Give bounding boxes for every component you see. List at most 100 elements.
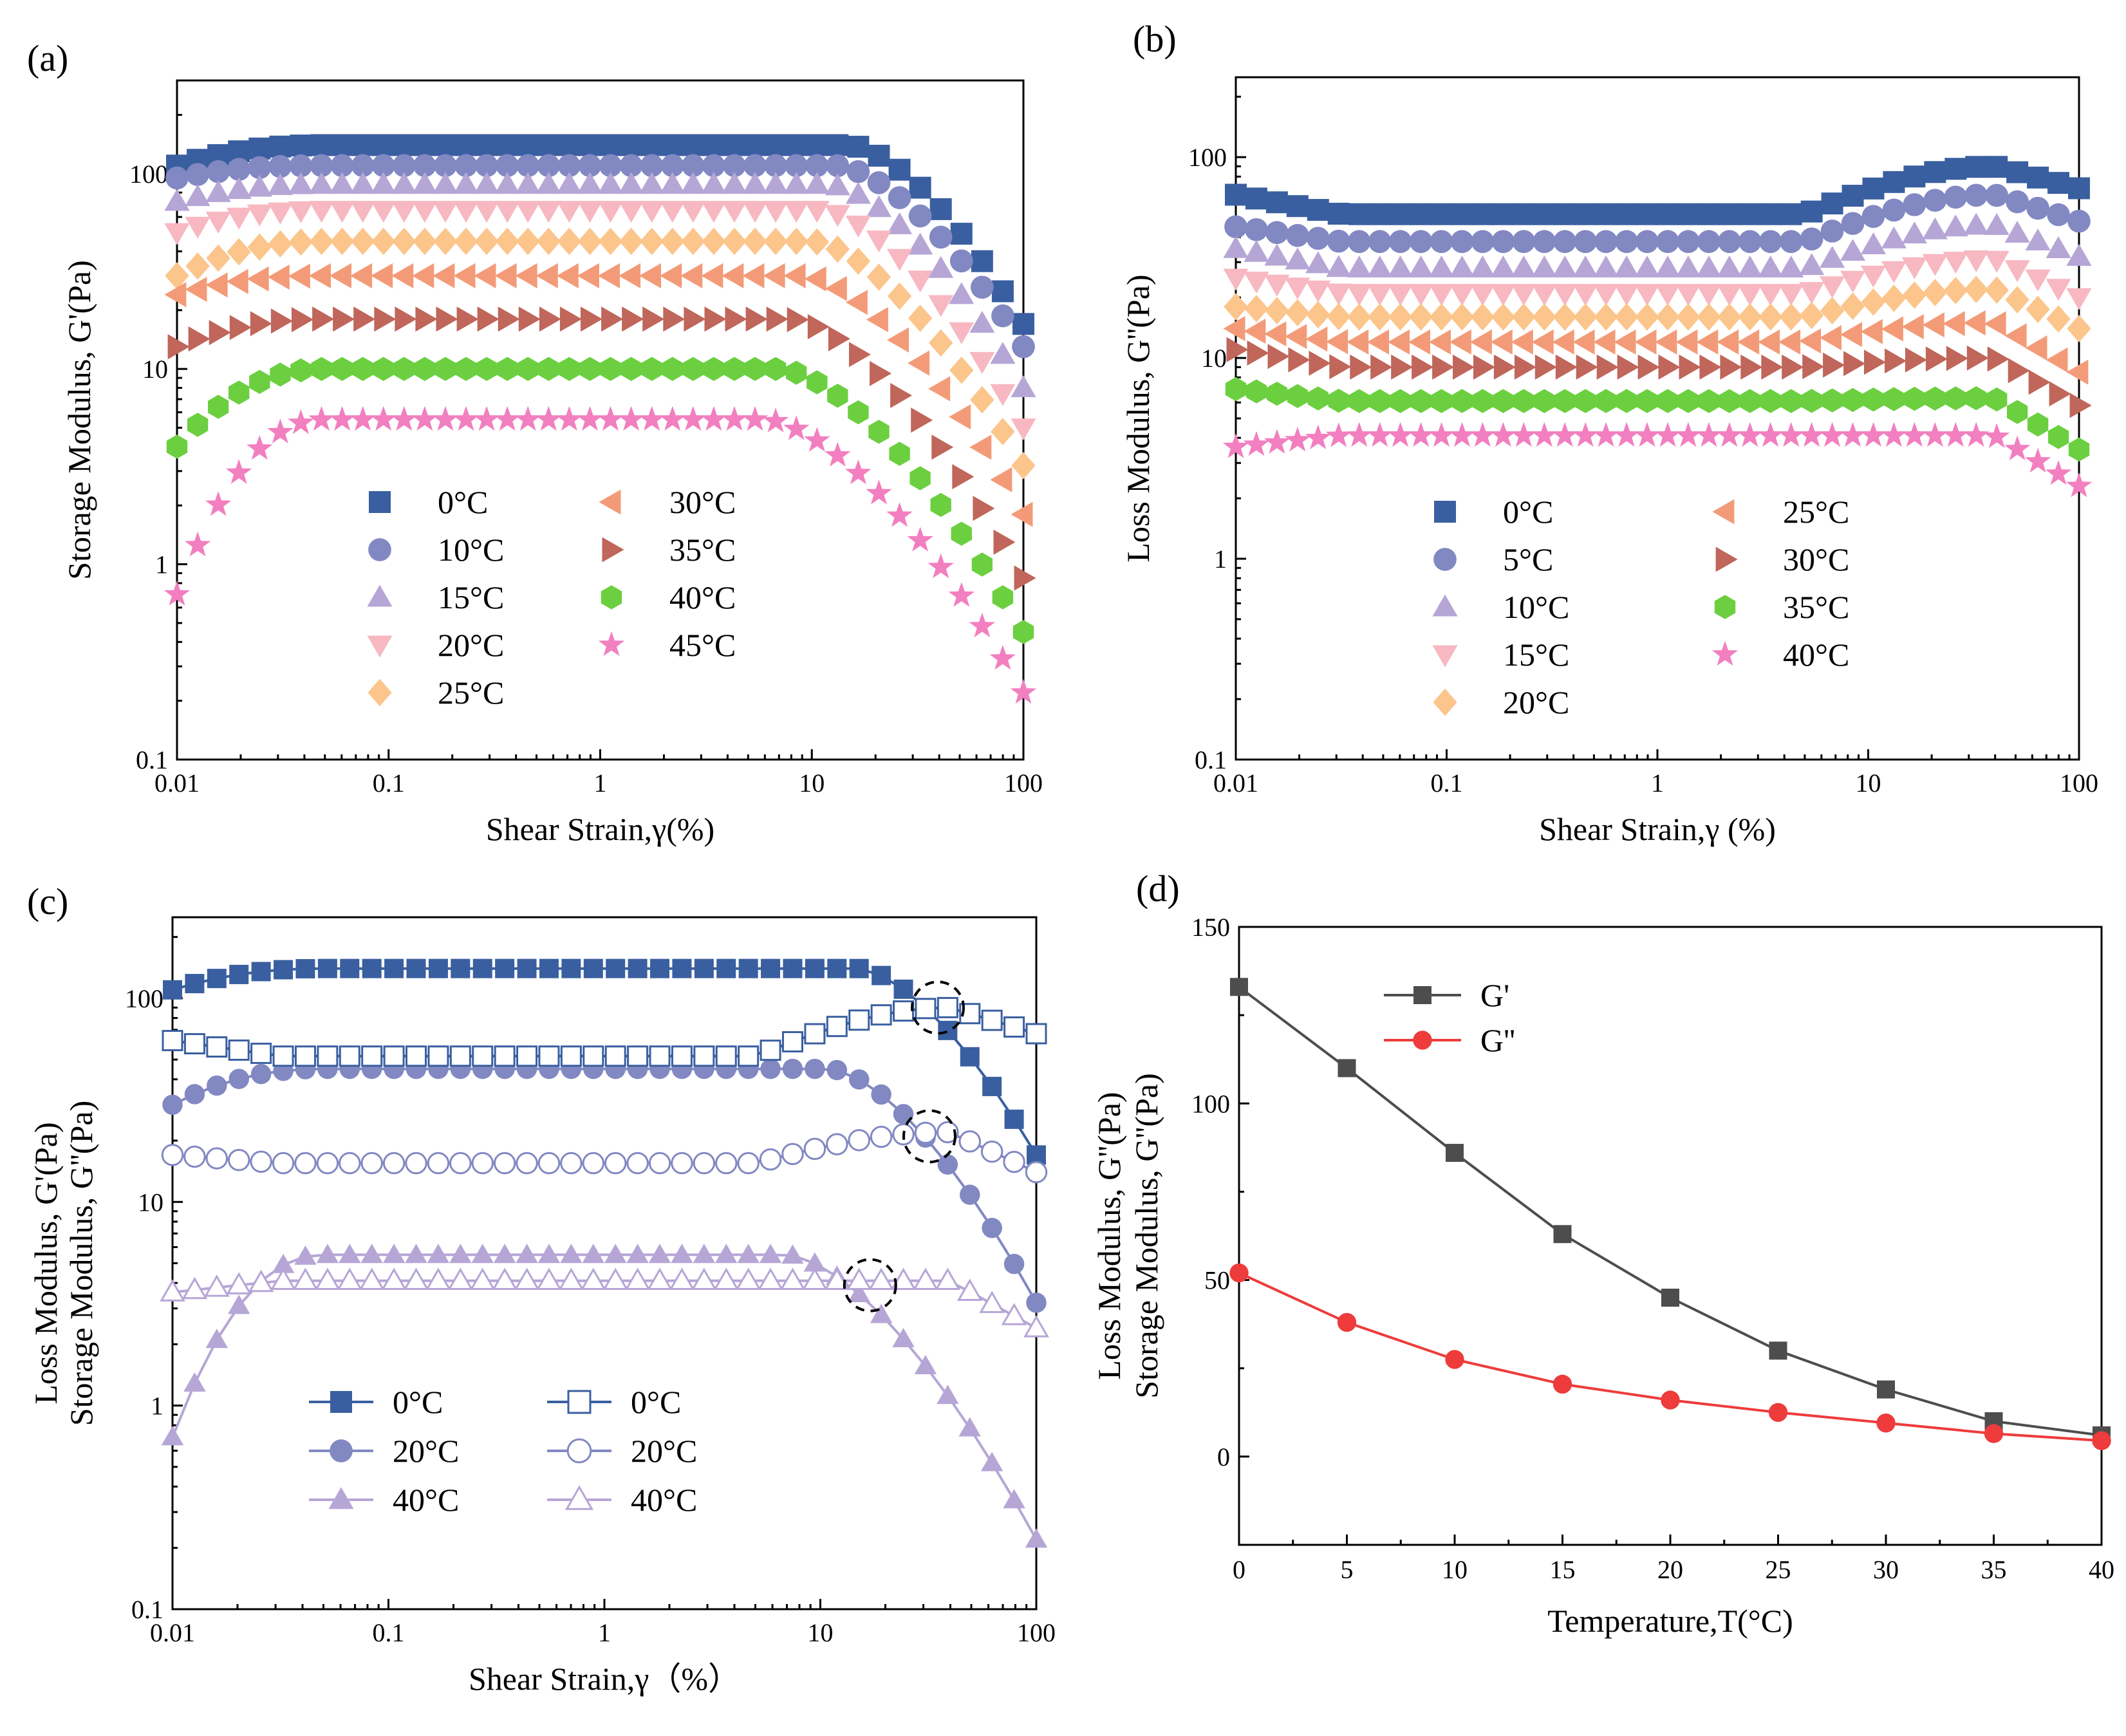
data-point-a-3 [722, 201, 747, 223]
data-point-b-7 [2068, 437, 2090, 462]
x-tick-label-b: 10 [1856, 769, 1881, 798]
data-point-a-5 [185, 277, 207, 303]
data-point-c-5 [248, 1269, 274, 1293]
data-point-a-5 [453, 263, 476, 288]
data-point-b-2 [1963, 212, 1989, 235]
data-point-c-5 [779, 1267, 806, 1290]
data-point-a-5 [887, 327, 909, 353]
data-point-b-7 [1780, 389, 1802, 413]
data-point-b-8 [1346, 422, 1372, 447]
data-point-b-1 [1245, 218, 1268, 241]
x-axis-label-a: Shear Strain,γ(%) [486, 811, 714, 847]
data-point-a-8 [391, 406, 417, 431]
data-point-b-6 [2028, 369, 2051, 395]
data-point-b-2 [1285, 247, 1310, 270]
y-tick-label-a: 1 [155, 550, 168, 579]
data-point-b-4 [1655, 303, 1680, 331]
data-point-a-7 [455, 357, 477, 381]
data-point-c-1 [805, 1058, 825, 1079]
data-point-c-4 [648, 1152, 671, 1175]
data-point-a-3 [247, 204, 272, 227]
x-tick-label-a: 0.01 [154, 769, 200, 798]
data-point-a-6 [270, 308, 293, 334]
data-point-b-4 [1408, 303, 1433, 331]
data-point-a-6 [807, 314, 830, 340]
data-point-b-8 [1552, 422, 1578, 447]
data-point-a-8 [948, 582, 974, 607]
data-point-b-2 [1922, 217, 1948, 239]
data-point-a-6 [704, 306, 727, 332]
data-point-c-4 [937, 1121, 959, 1144]
data-point-b-3 [1984, 250, 2009, 273]
x-tick-label-d: 35 [1981, 1555, 2007, 1584]
data-point-d-1 [1337, 1312, 1357, 1332]
data-point-b-5 [1449, 329, 1471, 355]
data-point-c-3 [494, 1045, 516, 1067]
data-point-a-6 [952, 464, 974, 490]
data-point-a-2 [371, 172, 396, 194]
data-point-a-2 [887, 212, 913, 234]
data-point-c-5 [492, 1267, 518, 1290]
data-point-a-5 [267, 265, 290, 290]
legend-label-a-0: 0°C [438, 484, 488, 520]
data-point-a-0 [269, 135, 292, 158]
data-point-b-3 [1367, 284, 1393, 306]
data-point-c-5 [204, 1274, 230, 1297]
data-point-b-5 [1490, 329, 1513, 355]
data-point-a-5 [226, 268, 248, 294]
x-tick-label-c: 100 [1017, 1618, 1056, 1647]
data-point-b-0 [1903, 165, 1926, 188]
legend-label-b-2: 10°C [1503, 589, 1569, 625]
data-point-c-2 [360, 1244, 383, 1264]
series-line-c-0 [172, 967, 1038, 1156]
data-point-b-4 [1635, 303, 1659, 331]
data-point-a-7 [744, 357, 766, 381]
data-point-a-0 [290, 135, 312, 157]
data-point-a-4 [1011, 452, 1036, 480]
data-point-c-0 [539, 958, 559, 978]
data-point-b-7 [1986, 387, 2008, 412]
data-point-a-1 [165, 166, 189, 190]
legend-label-a-5: 30°C [669, 484, 736, 520]
data-point-a-1 [351, 154, 375, 178]
data-point-a-4 [722, 227, 747, 256]
data-point-a-6 [911, 407, 933, 433]
data-point-b-8 [1592, 422, 1619, 447]
data-point-a-6 [745, 306, 768, 332]
data-point-b-5 [1820, 325, 1842, 351]
x-tick-label-c: 10 [808, 1618, 834, 1647]
data-point-a-6 [209, 320, 231, 346]
data-point-b-3 [1490, 284, 1516, 306]
data-point-b-8 [1881, 422, 1907, 447]
data-point-a-7 [930, 492, 951, 518]
data-point-a-4 [660, 227, 685, 256]
data-point-a-5 [598, 263, 620, 288]
data-point-c-2 [848, 1283, 870, 1302]
data-point-b-7 [1966, 386, 1987, 411]
data-point-c-0 [428, 958, 448, 978]
data-point-b-6 [1966, 345, 1989, 371]
data-point-b-5 [1593, 329, 1616, 355]
data-point-a-0 [744, 134, 767, 156]
data-point-a-8 [762, 407, 789, 433]
data-point-b-2 [1388, 256, 1413, 277]
data-point-b-2 [1840, 239, 1866, 261]
data-point-b-5 [1305, 326, 1328, 352]
data-point-a-7 [600, 357, 621, 381]
data-point-a-1 [496, 154, 519, 178]
data-point-c-2 [339, 1244, 361, 1264]
data-point-b-4 [1697, 303, 1721, 331]
x-tick-label-d: 20 [1657, 1555, 1683, 1584]
data-point-a-2 [391, 172, 417, 194]
data-point-a-1 [537, 154, 561, 178]
data-point-a-0 [950, 223, 973, 245]
data-point-b-0 [1574, 203, 1597, 225]
data-point-c-0 [872, 966, 891, 985]
data-point-a-3 [887, 248, 913, 271]
data-point-b-6 [1987, 346, 2009, 372]
data-point-a-4 [846, 247, 871, 275]
data-point-c-3 [627, 1045, 649, 1067]
data-point-a-5 [949, 404, 971, 430]
data-point-d-0 [1230, 978, 1248, 996]
